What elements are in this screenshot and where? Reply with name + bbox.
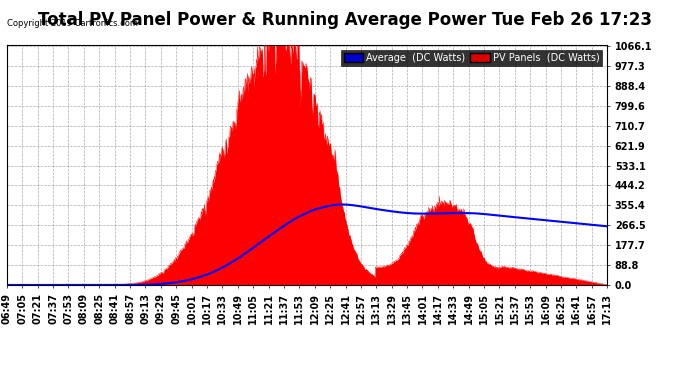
Legend: Average  (DC Watts), PV Panels  (DC Watts): Average (DC Watts), PV Panels (DC Watts) [341, 50, 602, 66]
Text: Total PV Panel Power & Running Average Power Tue Feb 26 17:23: Total PV Panel Power & Running Average P… [38, 11, 652, 29]
Text: Copyright 2019 Cartronics.com: Copyright 2019 Cartronics.com [7, 19, 138, 28]
